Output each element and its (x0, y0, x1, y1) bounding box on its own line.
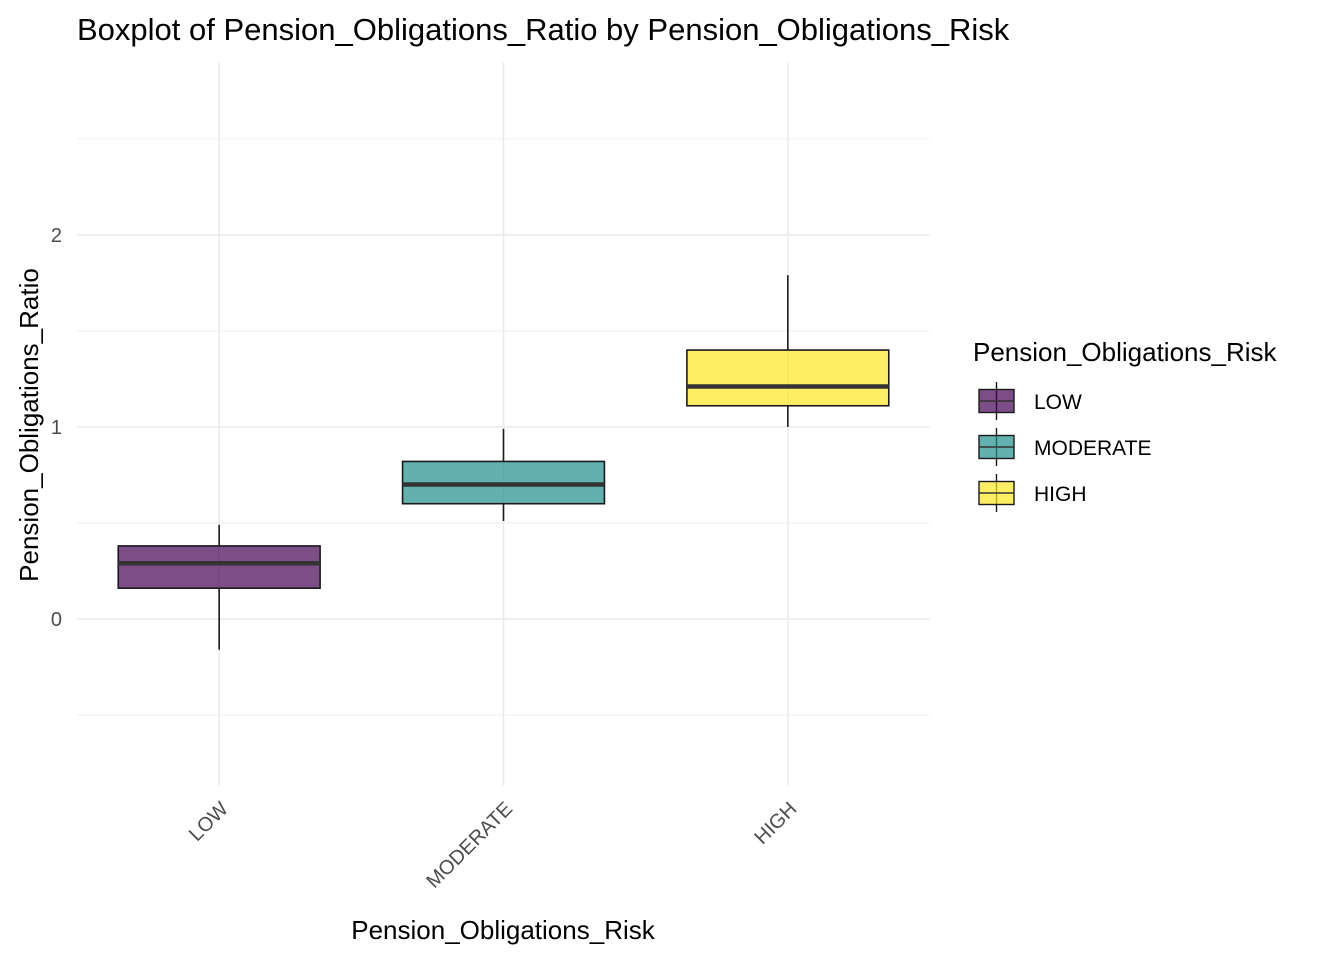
x-tick-label: MODERATE (422, 798, 517, 893)
box-low (117, 524, 321, 650)
y-tick-label: 0 (51, 609, 62, 631)
y-axis-title: Pension_Obligations_Ratio (14, 268, 44, 582)
legend-item-low: LOW (978, 382, 1082, 420)
grid (77, 62, 930, 786)
legend-title: Pension_Obligations_Risk (973, 337, 1278, 367)
x-tick-label: LOW (185, 798, 233, 846)
legend-item-moderate: MODERATE (978, 428, 1151, 466)
box-body (117, 545, 321, 589)
y-tick-label: 2 (51, 225, 62, 247)
legend-label: LOW (1034, 391, 1082, 414)
x-axis-title: Pension_Obligations_Risk (351, 915, 656, 945)
y-tick-label: 1 (51, 417, 62, 439)
legend: Pension_Obligations_Risk LOW MODERATE HIGH (973, 337, 1278, 512)
box-body (686, 349, 890, 407)
legend-label: MODERATE (1034, 437, 1151, 460)
x-tick-label: HIGH (750, 798, 801, 849)
box-moderate (401, 428, 606, 521)
boxes (117, 275, 890, 650)
chart-title: Boxplot of Pension_Obligations_Ratio by … (77, 12, 1010, 47)
legend-item-high: HIGH (978, 474, 1087, 512)
legend-label: HIGH (1034, 483, 1087, 506)
box-high (686, 275, 890, 427)
